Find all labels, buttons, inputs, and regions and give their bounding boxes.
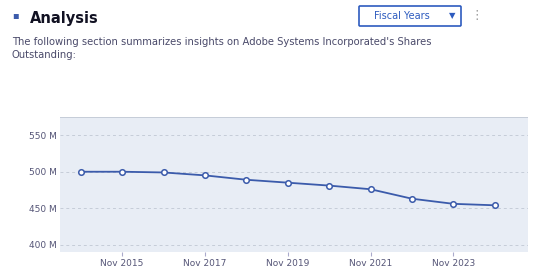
Point xyxy=(242,178,251,182)
Point xyxy=(367,187,375,191)
Text: ▼: ▼ xyxy=(449,11,455,20)
Text: The following section summarizes insights on Adobe Systems Incorporated's Shares: The following section summarizes insight… xyxy=(12,37,432,47)
Text: ⋮: ⋮ xyxy=(471,10,483,23)
Point xyxy=(325,183,333,188)
Point xyxy=(283,181,292,185)
Point xyxy=(77,169,85,174)
Point xyxy=(490,203,499,208)
Text: Analysis: Analysis xyxy=(30,11,99,26)
Text: Fiscal Years: Fiscal Years xyxy=(374,11,430,21)
Text: ◾: ◾ xyxy=(12,12,18,21)
Point xyxy=(159,170,168,175)
Text: Outstanding:: Outstanding: xyxy=(12,50,77,60)
Point xyxy=(408,197,416,201)
Point xyxy=(118,169,127,174)
FancyBboxPatch shape xyxy=(359,6,461,26)
Point xyxy=(200,173,209,178)
Point xyxy=(449,202,458,206)
